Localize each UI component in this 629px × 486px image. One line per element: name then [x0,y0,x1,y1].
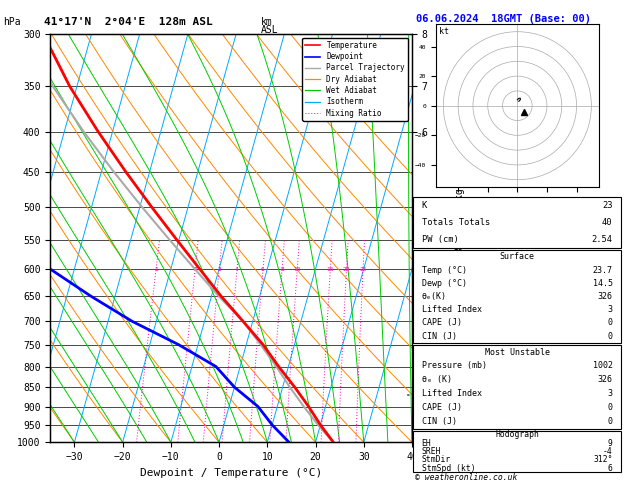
Text: CIN (J): CIN (J) [421,417,457,426]
Text: -4: -4 [603,447,613,456]
Text: 3: 3 [218,266,221,272]
Text: 25: 25 [359,266,367,272]
Text: EH: EH [421,439,431,448]
Text: km: km [261,17,273,27]
Text: CAPE (J): CAPE (J) [421,318,462,328]
Text: 0: 0 [608,417,613,426]
Text: 2.54: 2.54 [591,235,613,244]
Text: 0: 0 [608,403,613,412]
Text: 1002: 1002 [593,362,613,370]
Text: ASL: ASL [261,25,279,35]
Text: 312°: 312° [593,455,613,464]
Text: Lifted Index: Lifted Index [421,389,482,399]
Text: 10: 10 [294,266,301,272]
Text: 3: 3 [608,305,613,314]
Text: CAPE (J): CAPE (J) [421,403,462,412]
Text: 9: 9 [608,439,613,448]
Text: 326: 326 [598,292,613,301]
Text: θₑ(K): θₑ(K) [421,292,447,301]
Text: 326: 326 [598,375,613,384]
Text: 0: 0 [608,331,613,341]
Text: StmDir: StmDir [421,455,451,464]
Text: 14.5: 14.5 [593,279,613,288]
Text: SREH: SREH [421,447,441,456]
Text: 20: 20 [343,266,350,272]
Text: 0: 0 [608,318,613,328]
Text: Pressure (mb): Pressure (mb) [421,362,487,370]
Text: 41°17'N  2°04'E  128m ASL: 41°17'N 2°04'E 128m ASL [44,17,213,27]
Text: hPa: hPa [3,17,21,27]
Text: 8: 8 [280,266,284,272]
Text: 2: 2 [193,266,197,272]
Text: Hodograph: Hodograph [495,430,539,439]
Text: 3: 3 [608,389,613,399]
Text: 6: 6 [608,464,613,473]
Text: © weatheronline.co.uk: © weatheronline.co.uk [415,473,518,482]
Text: Temp (°C): Temp (°C) [421,265,467,275]
Text: 23: 23 [602,201,613,210]
Text: Most Unstable: Most Unstable [484,347,550,357]
Text: 06.06.2024  18GMT (Base: 00): 06.06.2024 18GMT (Base: 00) [416,14,591,24]
X-axis label: Dewpoint / Temperature (°C): Dewpoint / Temperature (°C) [140,468,322,478]
Text: CIN (J): CIN (J) [421,331,457,341]
Y-axis label: Mixing Ratio (g/kg): Mixing Ratio (g/kg) [455,182,465,294]
Text: PW (cm): PW (cm) [421,235,459,244]
Text: θₑ (K): θₑ (K) [421,375,452,384]
Text: 4: 4 [235,266,239,272]
Text: Totals Totals: Totals Totals [421,218,490,227]
Text: 23.7: 23.7 [593,265,613,275]
Text: Dewp (°C): Dewp (°C) [421,279,467,288]
Legend: Temperature, Dewpoint, Parcel Trajectory, Dry Adiabat, Wet Adiabat, Isotherm, Mi: Temperature, Dewpoint, Parcel Trajectory… [302,38,408,121]
Text: LCL: LCL [416,391,431,399]
Text: 16: 16 [326,266,334,272]
Text: StmSpd (kt): StmSpd (kt) [421,464,475,473]
Text: 6: 6 [261,266,265,272]
Text: 1: 1 [154,266,158,272]
Text: kt: kt [439,27,449,36]
Text: Lifted Index: Lifted Index [421,305,482,314]
Text: Surface: Surface [499,252,535,261]
Text: 40: 40 [602,218,613,227]
Text: K: K [421,201,427,210]
